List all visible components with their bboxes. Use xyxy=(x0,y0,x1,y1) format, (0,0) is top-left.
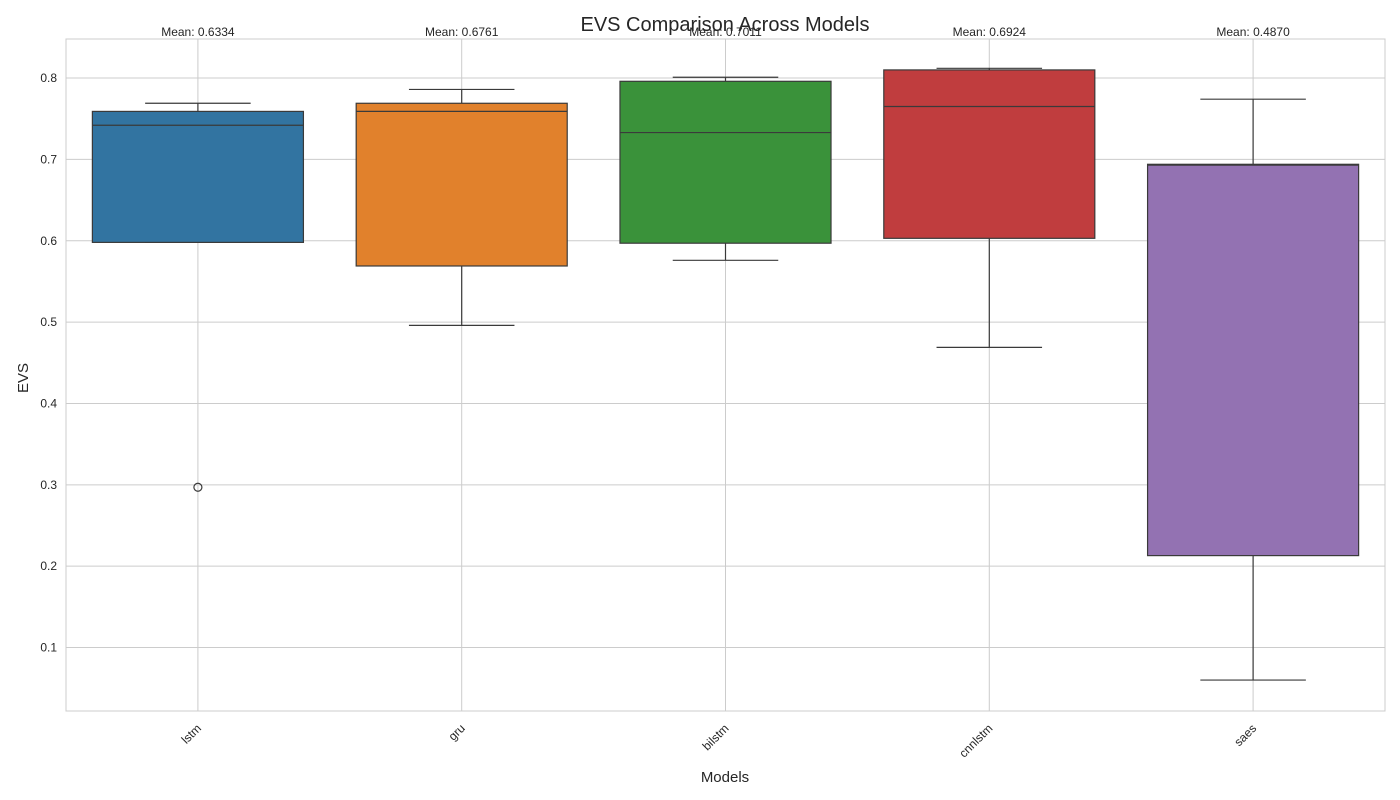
box-cnnlstm xyxy=(883,67,1096,348)
plot-frame xyxy=(65,38,1386,712)
y-tick-label: 0.5 xyxy=(40,315,57,329)
chart-title: EVS Comparison Across Models xyxy=(580,14,869,36)
y-tick-label: 0.8 xyxy=(40,71,57,85)
y-tick-label: 0.6 xyxy=(40,234,57,248)
x-tick-label: saes xyxy=(1231,721,1259,749)
iqr-box xyxy=(883,69,1096,239)
iqr-box xyxy=(1146,163,1360,557)
x-tick-label: gru xyxy=(446,721,468,743)
box-saes xyxy=(1146,98,1360,681)
mean-label: Mean: 0.6924 xyxy=(953,25,1027,39)
iqr-box xyxy=(355,102,568,267)
iqr-box xyxy=(91,110,305,243)
y-tick-label: 0.4 xyxy=(40,396,57,410)
boxes-layer xyxy=(91,67,1360,681)
y-tick-label: 0.3 xyxy=(40,478,57,492)
mean-label: Mean: 0.6334 xyxy=(161,25,235,39)
y-tick-label: 0.1 xyxy=(40,641,57,655)
outlier-point xyxy=(193,482,203,492)
mean-label: Mean: 0.4870 xyxy=(1216,25,1290,39)
mean-label: Mean: 0.6761 xyxy=(425,25,499,39)
iqr-box xyxy=(619,80,832,244)
box-lstm xyxy=(91,102,305,492)
y-axis-label: EVS xyxy=(15,363,32,393)
box-gru xyxy=(355,88,568,326)
box-bilstm xyxy=(619,76,832,261)
mean-label: Mean: 0.7011 xyxy=(689,25,762,39)
x-axis-label: Models xyxy=(701,769,749,786)
mean-labels-layer: Mean: 0.6334 Mean: 0.6761 Mean: 0.7011 Mean… xyxy=(161,25,1290,39)
x-tick-label: bilstm xyxy=(700,721,732,753)
y-tick-label: 0.7 xyxy=(40,152,57,166)
x-tick-label: lstm xyxy=(179,721,204,746)
y-tick-label: 0.2 xyxy=(40,559,57,573)
x-tick-label: cnnlstm xyxy=(956,721,995,760)
